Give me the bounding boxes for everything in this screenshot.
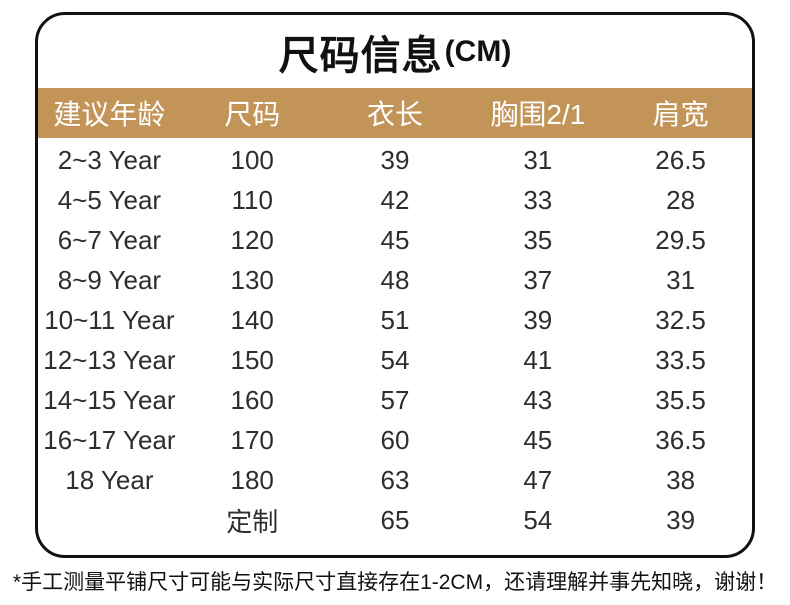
table-row: 12~13 Year 150 54 41 33.5 bbox=[38, 340, 752, 380]
chart-title-text: 尺码信息 bbox=[278, 33, 443, 78]
table-cell: 定制 bbox=[226, 506, 279, 537]
table-row: 6~7 Year 120 45 35 29.5 bbox=[38, 220, 752, 260]
table-cell: 16~17 Year bbox=[43, 424, 176, 455]
table-cell: 26.5 bbox=[655, 144, 706, 175]
table-cell: 29.5 bbox=[655, 224, 706, 255]
table-cell: 54 bbox=[380, 344, 410, 375]
table-cell: 140 bbox=[230, 304, 274, 335]
table-cell: 37 bbox=[523, 264, 553, 295]
column-header: 建议年龄 bbox=[53, 99, 166, 130]
table-cell: 120 bbox=[230, 224, 274, 255]
table-cell: 110 bbox=[231, 184, 273, 215]
table-cell: 10~11 Year bbox=[44, 304, 175, 335]
table-cell: 51 bbox=[380, 304, 410, 335]
table-cell: 170 bbox=[230, 424, 274, 455]
table-cell: 42 bbox=[380, 184, 410, 215]
table-cell: 35 bbox=[523, 224, 553, 255]
table-cell: 47 bbox=[523, 464, 553, 495]
table-cell: 39 bbox=[666, 504, 696, 535]
table-cell: 45 bbox=[380, 224, 410, 255]
measurement-note: *手工测量平铺尺寸可能与实际尺寸直接存在1-2CM，还请理解并事先知晓，谢谢！ bbox=[12, 571, 778, 594]
table-cell: 33.5 bbox=[655, 344, 706, 375]
table-cell: 65 bbox=[380, 504, 410, 535]
column-header: 肩宽 bbox=[652, 99, 709, 130]
table-cell: 38 bbox=[666, 464, 696, 495]
table-cell: 14~15 Year bbox=[43, 384, 176, 415]
table-row: 8~9 Year 130 48 37 31 bbox=[38, 260, 752, 300]
table-cell: 8~9 Year bbox=[57, 264, 162, 295]
table-cell: 18 Year bbox=[65, 464, 154, 495]
table-row: 2~3 Year 100 39 31 26.5 bbox=[38, 140, 752, 180]
table-cell: 160 bbox=[230, 384, 274, 415]
table-cell: 31 bbox=[523, 144, 553, 175]
table-cell: 33 bbox=[523, 184, 553, 215]
table-cell: 39 bbox=[523, 304, 553, 335]
table-cell: 130 bbox=[230, 264, 274, 295]
table-cell: 28 bbox=[666, 184, 696, 215]
table-cell: 180 bbox=[230, 464, 274, 495]
table-cell: 100 bbox=[230, 144, 274, 175]
table-row: 14~15 Year 160 57 43 35.5 bbox=[38, 380, 752, 420]
table-cell: 36.5 bbox=[655, 424, 706, 455]
table-body: 2~3 Year 100 39 31 26.5 4~5 Year 110 42 33 28 6~7 … bbox=[38, 138, 752, 540]
table-cell: 2~3 Year bbox=[57, 144, 162, 175]
table-cell: 32.5 bbox=[655, 304, 706, 335]
column-header: 胸围2/1 bbox=[490, 99, 586, 130]
table-row: 4~5 Year 110 42 33 28 bbox=[38, 180, 752, 220]
table-row: 16~17 Year 170 60 45 36.5 bbox=[38, 420, 752, 460]
table-cell: 6~7 Year bbox=[57, 224, 162, 255]
table-cell: 35.5 bbox=[655, 384, 706, 415]
table-row: 18 Year 180 63 47 38 bbox=[38, 460, 752, 500]
table-header-row: 建议年龄 尺码 衣长 胸围2/1 肩宽 bbox=[38, 88, 752, 138]
chart-title-unit: (CM) bbox=[444, 34, 512, 68]
table-row: 10~11 Year 140 51 39 32.5 bbox=[38, 300, 752, 340]
table-cell: 31 bbox=[666, 264, 696, 295]
chart-title: 尺码信息 (CM) bbox=[38, 15, 752, 88]
table-cell: 41 bbox=[523, 344, 553, 375]
table-cell: 43 bbox=[523, 384, 553, 415]
table-cell: 57 bbox=[380, 384, 410, 415]
table-cell: 45 bbox=[523, 424, 553, 455]
table-row: 定制 65 54 39 bbox=[38, 500, 752, 540]
table-cell: 150 bbox=[230, 344, 274, 375]
table-cell: 63 bbox=[380, 464, 410, 495]
table-cell: 60 bbox=[380, 424, 410, 455]
table-cell: 39 bbox=[380, 144, 410, 175]
table-cell: 48 bbox=[380, 264, 410, 295]
table-cell: 54 bbox=[523, 504, 553, 535]
table-cell: 4~5 Year bbox=[57, 184, 162, 215]
table-cell: 12~13 Year bbox=[43, 344, 176, 375]
size-chart-card: 尺码信息 (CM) 建议年龄 尺码 衣长 胸围2/1 肩宽 2~3 Year 100 39 31… bbox=[35, 12, 755, 558]
column-header: 尺码 bbox=[224, 99, 281, 130]
column-header: 衣长 bbox=[366, 99, 423, 130]
